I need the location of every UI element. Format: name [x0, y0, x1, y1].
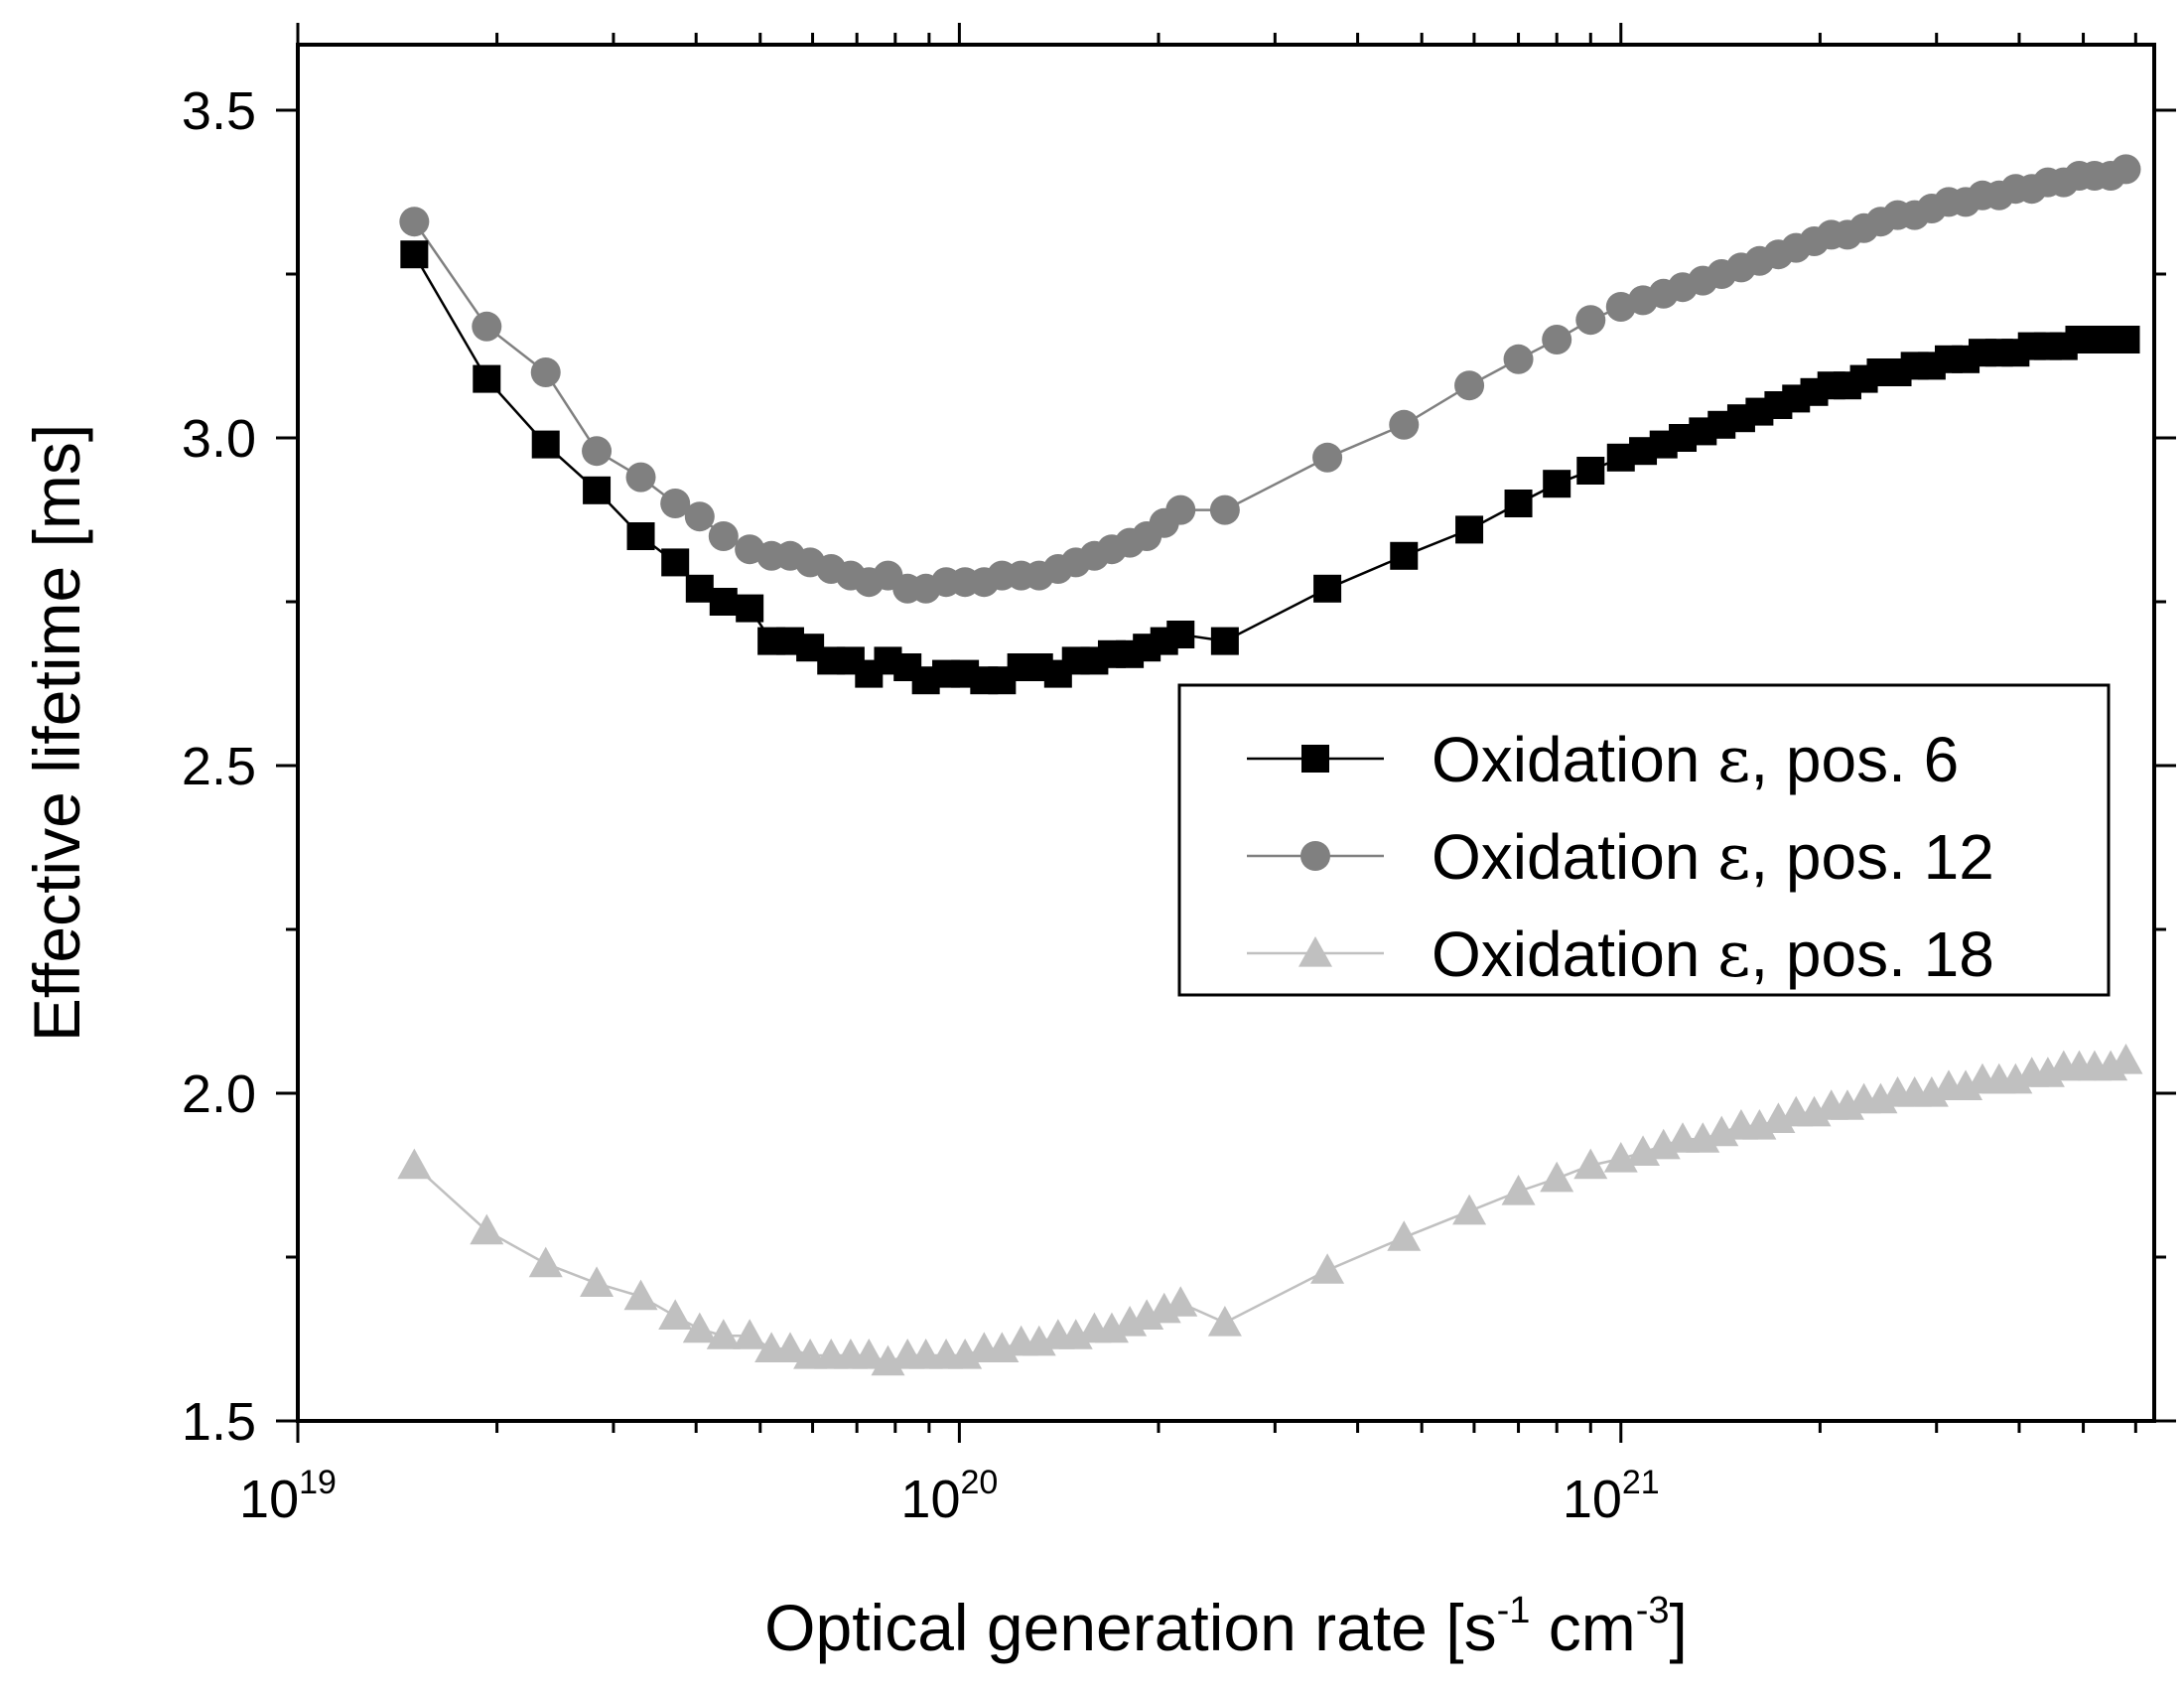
y-tick-label: 3.5	[182, 81, 256, 141]
data-point-square	[2112, 326, 2140, 353]
y-tick-label: 3.0	[182, 409, 256, 469]
data-point-square	[1390, 541, 1419, 570]
series-1	[400, 240, 2140, 695]
data-point-triangle	[397, 1148, 432, 1180]
data-point-square	[1504, 490, 1533, 517]
data-point-circle	[1389, 409, 1420, 440]
data-point-triangle	[1387, 1220, 1422, 1251]
x-axis-title: Optical generation rate [s-1 cm-3]	[764, 1590, 1688, 1664]
y-tick-label: 2.5	[182, 737, 256, 796]
data-point-square	[736, 594, 764, 623]
data-point-triangle	[580, 1266, 614, 1297]
x-axis-title-mid: cm	[1530, 1591, 1635, 1664]
data-point-circle	[1312, 442, 1343, 473]
data-point-triangle	[682, 1312, 717, 1343]
data-point-circle	[684, 501, 715, 532]
data-point-circle	[1209, 494, 1240, 525]
legend: Oxidation ε, pos. 6 Oxidation ε, pos. 12 O…	[1177, 683, 2111, 997]
x-tick-label: 1021	[1563, 1464, 1660, 1529]
data-point-triangle	[1452, 1194, 1487, 1225]
data-point-triangle	[772, 1332, 807, 1362]
data-point-square	[1455, 515, 1484, 544]
data-point-square	[531, 430, 560, 459]
data-point-triangle	[1540, 1161, 1574, 1193]
data-point-circle	[1542, 325, 1572, 354]
legend-marker-circle	[1300, 841, 1330, 871]
data-point-square	[1576, 457, 1605, 485]
y-tick-label: 2.0	[182, 1064, 256, 1124]
data-point-circle	[1165, 494, 1196, 525]
data-point-triangle	[852, 1339, 887, 1369]
legend-marker-square	[1301, 745, 1329, 773]
data-point-triangle	[733, 1319, 767, 1349]
data-point-square	[661, 548, 690, 577]
data-point-triangle	[470, 1213, 504, 1245]
y-tick-label: 1.5	[182, 1392, 256, 1452]
data-point-triangle	[623, 1279, 658, 1311]
data-point-triangle	[1310, 1253, 1345, 1284]
x-axis-title-end: ]	[1670, 1591, 1688, 1664]
data-point-square	[1166, 621, 1195, 648]
data-point-circle	[2111, 154, 2141, 185]
x-axis-title-exp2: -3	[1636, 1590, 1670, 1631]
data-point-triangle	[2109, 1044, 2143, 1074]
legend-item-1: Oxidation ε, pos. 6	[1247, 724, 1959, 797]
data-point-circle	[1503, 344, 1534, 374]
ticks-layer	[276, 23, 2176, 1443]
x-axis-title-main: Optical generation rate [s	[764, 1591, 1496, 1664]
legend-box	[1177, 683, 2111, 997]
data-point-triangle	[706, 1319, 741, 1349]
data-point-circle	[660, 489, 691, 518]
tick-labels-layer: 1.5 2.0 2.5 3.0 3.5 1019 1020 1021	[182, 81, 1660, 1529]
x-tick-label: 1019	[239, 1464, 337, 1529]
data-point-circle	[399, 207, 430, 237]
legend-item-3: Oxidation ε, pos. 18	[1247, 918, 1994, 992]
data-point-circle	[530, 357, 561, 387]
legend-marker-triangle	[1298, 936, 1332, 967]
data-point-square	[400, 240, 429, 269]
series-layer	[397, 154, 2143, 1376]
x-tick-label: 1020	[900, 1464, 998, 1529]
data-point-triangle	[1163, 1286, 1198, 1317]
data-point-circle	[1575, 305, 1606, 336]
data-point-triangle	[528, 1246, 563, 1278]
data-point-triangle	[1501, 1175, 1536, 1205]
data-point-circle	[472, 311, 502, 342]
data-point-square	[473, 364, 501, 393]
data-point-square	[1543, 470, 1571, 498]
data-point-square	[685, 574, 714, 603]
data-point-circle	[1454, 370, 1485, 401]
legend-label: Oxidation ε, pos. 6	[1432, 724, 1959, 797]
legend-label: Oxidation ε, pos. 12	[1432, 821, 1994, 895]
x-axis-title-exp1: -1	[1497, 1590, 1531, 1631]
data-point-square	[709, 588, 738, 616]
data-point-triangle	[658, 1299, 693, 1330]
data-point-square	[626, 522, 655, 550]
y-axis-title: Effective lifetime [ms]	[20, 424, 93, 1042]
legend-label: Oxidation ε, pos. 18	[1432, 918, 1994, 992]
data-point-circle	[625, 462, 656, 493]
series-2	[399, 154, 2141, 604]
data-point-triangle	[1573, 1148, 1608, 1180]
legend-item-2: Oxidation ε, pos. 12	[1247, 821, 1994, 895]
plot-frame	[296, 43, 2156, 1423]
data-point-circle	[708, 521, 739, 551]
data-point-circle	[582, 436, 613, 467]
data-point-triangle	[1207, 1306, 1242, 1337]
data-point-square	[583, 476, 612, 504]
series-3	[397, 1044, 2143, 1376]
data-point-square	[1210, 627, 1239, 655]
data-point-square	[1313, 574, 1342, 603]
legend-items: Oxidation ε, pos. 6 Oxidation ε, pos. 12 O…	[1247, 724, 1994, 992]
